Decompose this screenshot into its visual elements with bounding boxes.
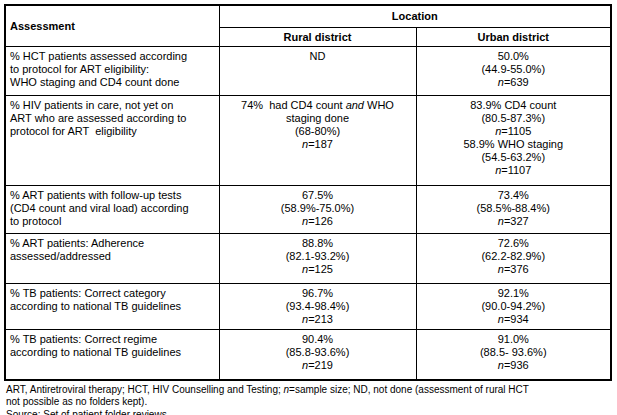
table-row: % HCT patients assessed according to pro… [5,47,611,96]
table-row: % TB patients: Correct regime according … [5,330,611,380]
rural-value-cell: 96.7% (93.4-98.4%) n=213 [219,284,416,330]
rural-value-cell: 88.8% (82.1-93.2%) n=125 [219,234,416,284]
assessment-cell: % HCT patients assessed according to pro… [5,47,219,96]
assessment-cell: % ART patients with follow-up tests (CD4… [5,186,219,234]
assessment-cell: % TB patients: Correct regime according … [5,330,219,380]
footnote: ART, Antiretroviral therapy; HCT, HIV Co… [6,384,613,415]
urban-district-column-header: Urban district [416,28,611,47]
table-row: % ART patients: Adherence assessed/addre… [5,234,611,284]
rural-value-cell: 67.5% (58.9%-75.0%) n=126 [219,186,416,234]
urban-value-cell: 91.0% (88.5- 93.6%) n=936 [416,330,611,380]
page: Assessment Location Rural district Urban… [0,0,617,415]
table-row: % TB patients: Correct category accordin… [5,284,611,330]
urban-value-cell: 72.6% (62.2-82.9%) n=376 [416,234,611,284]
rural-district-column-header: Rural district [219,28,416,47]
header-row-location: Assessment Location [5,5,611,28]
assessment-cell: % HIV patients in care, not yet on ART w… [5,96,219,186]
table-body: % HCT patients assessed according to pro… [5,47,611,380]
table-row: % HIV patients in care, not yet on ART w… [5,96,611,186]
urban-value-cell: 83.9% CD4 count (80.5-87.3%) n=1105 58.9… [416,96,611,186]
rural-value-cell: 90.4% (85.8-93.6%) n=219 [219,330,416,380]
assessment-cell: % TB patients: Correct category accordin… [5,284,219,330]
table-row: % ART patients with follow-up tests (CD4… [5,186,611,234]
assessment-table: Assessment Location Rural district Urban… [4,4,612,381]
assessment-column-header: Assessment [5,5,219,47]
urban-value-cell: 92.1% (90.0-94.2%) n=934 [416,284,611,330]
rural-value-cell: ND [219,47,416,96]
table-header: Assessment Location Rural district Urban… [5,5,611,47]
assessment-cell: % ART patients: Adherence assessed/addre… [5,234,219,284]
urban-value-cell: 50.0% (44.9-55.0%) n=639 [416,47,611,96]
location-column-group-header: Location [219,5,611,28]
rural-value-cell: 74% had CD4 count and WHO staging done (… [219,96,416,186]
urban-value-cell: 73.4% (58.5%-88.4%) n=327 [416,186,611,234]
